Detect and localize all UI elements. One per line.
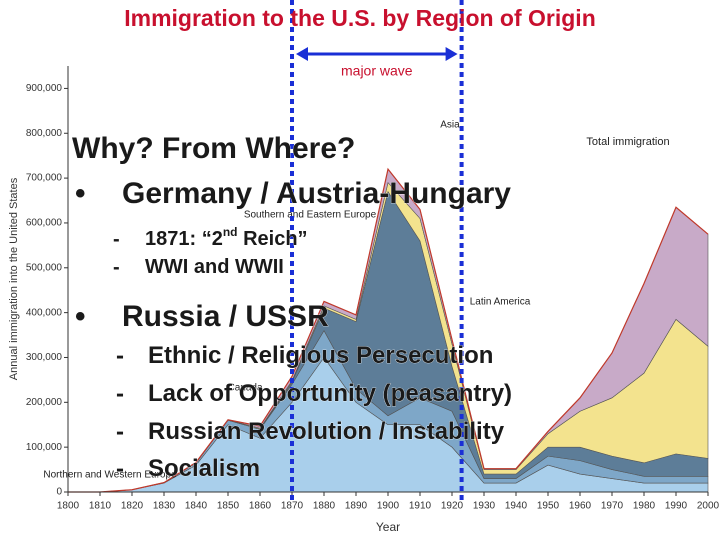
y-tick-label: 0: [56, 487, 62, 498]
bullet: Germany / Austria-Hungary: [122, 177, 511, 210]
y-tick-label: 800,000: [26, 128, 63, 139]
text-part: Socialism: [148, 455, 260, 482]
x-tick-label: 1890: [345, 501, 368, 512]
y-tick-label: 900,000: [26, 83, 63, 94]
y-tick-label: 500,000: [26, 262, 63, 273]
bullet-mark: •: [75, 300, 86, 333]
x-tick-label: 1960: [569, 501, 592, 512]
x-tick-label: 1840: [185, 501, 208, 512]
sub-bullet: Socialism: [148, 455, 260, 482]
x-tick-label: 1970: [601, 501, 624, 512]
annotation: Total immigration: [586, 136, 669, 148]
y-axis-label: Annual immigration into the United State…: [8, 177, 20, 380]
x-tick-label: 1830: [153, 501, 176, 512]
y-tick-label: 300,000: [26, 352, 63, 363]
series-label: Latin America: [470, 297, 531, 308]
arrow-head: [296, 47, 308, 61]
x-tick-label: 1900: [377, 501, 400, 512]
x-tick-label: 1950: [537, 501, 560, 512]
y-tick-label: 200,000: [26, 397, 63, 408]
arrow-head: [445, 47, 458, 61]
text-part: nd: [223, 225, 238, 239]
heading: Why? From Where?: [72, 132, 355, 165]
total-line: [68, 167, 709, 493]
series-label: Northern and Western Europe: [43, 470, 177, 481]
x-tick-label: 1820: [121, 501, 144, 512]
x-tick-label: 1980: [633, 501, 656, 512]
bullet: Russia / USSR: [122, 300, 329, 333]
text-part: Ethnic / Religious Persecution: [148, 342, 493, 369]
x-tick-label: 1870: [281, 501, 304, 512]
x-tick-label: 1850: [217, 501, 240, 512]
sub-bullet: Lack of Opportunity (peasantry): [148, 380, 512, 407]
text-part: Lack of Opportunity (peasantry): [148, 380, 512, 407]
x-tick-label: 1940: [505, 501, 528, 512]
bullet-mark: •: [75, 177, 86, 210]
sub-mark: -: [116, 342, 124, 369]
y-tick-label: 400,000: [26, 307, 63, 318]
sub-bullet: Russian Revolution / Instability: [148, 418, 505, 445]
x-axis-label: Year: [376, 520, 400, 534]
x-tick-label: 1800: [57, 501, 80, 512]
sub-bullet: WWI and WWII: [145, 256, 284, 278]
x-tick-label: 1920: [441, 501, 464, 512]
slide-title: Immigration to the U.S. by Region of Ori…: [124, 5, 596, 31]
series-label: Canada: [227, 383, 262, 394]
y-tick-label: 600,000: [26, 218, 63, 229]
x-tick-label: 1990: [665, 501, 688, 512]
series-label: Southern and Eastern Europe: [244, 210, 377, 221]
x-tick-label: 1910: [409, 501, 432, 512]
chart: 0 100,000 200,000 300,000 400,000 500,000 600,…: [8, 0, 720, 534]
sub-mark: -: [116, 418, 124, 445]
text-part: WWI and WWII: [145, 256, 284, 278]
x-tick-label: 1810: [89, 501, 112, 512]
x-tick-label: 1880: [313, 501, 336, 512]
x-tick-label: 1930: [473, 501, 496, 512]
x-tick-label: 1860: [249, 501, 272, 512]
text-part: 1871: “2: [145, 228, 223, 250]
series-label: Asia: [440, 120, 460, 131]
sub-mark: -: [113, 228, 120, 250]
sub-mark: -: [116, 455, 124, 482]
y-tick-label: 700,000: [26, 173, 63, 184]
highlight-label: major wave: [341, 63, 413, 79]
text-part: Reich”: [238, 228, 308, 250]
y-tick-label: 100,000: [26, 442, 63, 453]
sub-bullet: 1871: “2nd Reich”: [145, 225, 308, 250]
sub-mark: -: [113, 256, 120, 278]
sub-bullet: Ethnic / Religious Persecution: [148, 342, 493, 369]
sub-mark: -: [116, 380, 124, 407]
x-tick-label: 2000: [697, 501, 720, 512]
overlay: Why? From Where? • Germany / Austria-Hunga…: [72, 132, 513, 483]
text-part: Russian Revolution / Instability: [148, 418, 505, 445]
